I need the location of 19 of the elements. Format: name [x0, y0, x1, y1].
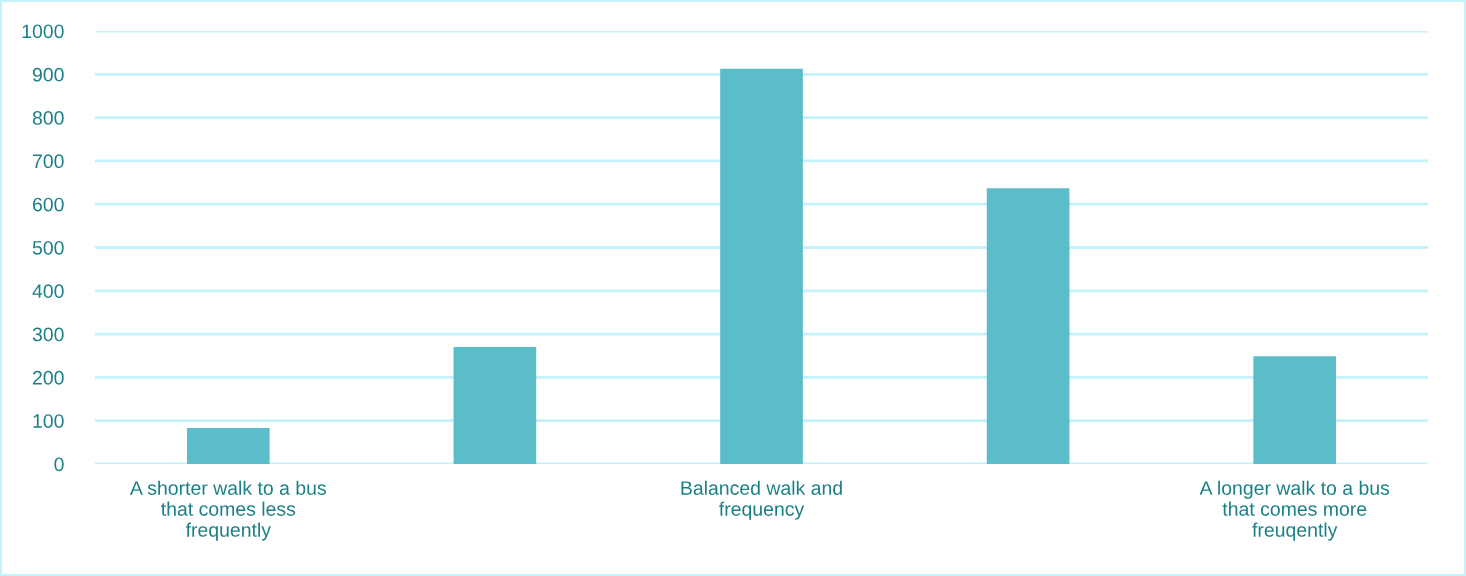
y-tick-label: 1000 [22, 24, 64, 39]
y-tick-label: 100 [33, 414, 64, 428]
y-tick-label: 400 [32, 284, 64, 299]
y-tick-label: 500 [32, 240, 64, 255]
bar [1253, 356, 1337, 464]
x-tick-label: A longer walk to a bus that comes more freuqently [1199, 480, 1390, 541]
y-tick-label: 200 [32, 370, 64, 385]
y-tick-label: 900 [32, 67, 64, 82]
y-tick-label: 800 [32, 111, 64, 125]
bar [186, 428, 270, 464]
y-tick-label: 600 [32, 197, 64, 212]
bar [453, 347, 537, 464]
x-tick-label: A shorter walk to a bus that comes less frequently [129, 480, 326, 541]
y-tick-label: 0 [54, 457, 64, 472]
bar [986, 188, 1070, 464]
bar [720, 68, 803, 464]
y-tick-label: 300 [32, 327, 64, 342]
x-tick-label: Balanced walk and frequency [681, 480, 842, 520]
y-tick-label: 700 [33, 154, 64, 169]
